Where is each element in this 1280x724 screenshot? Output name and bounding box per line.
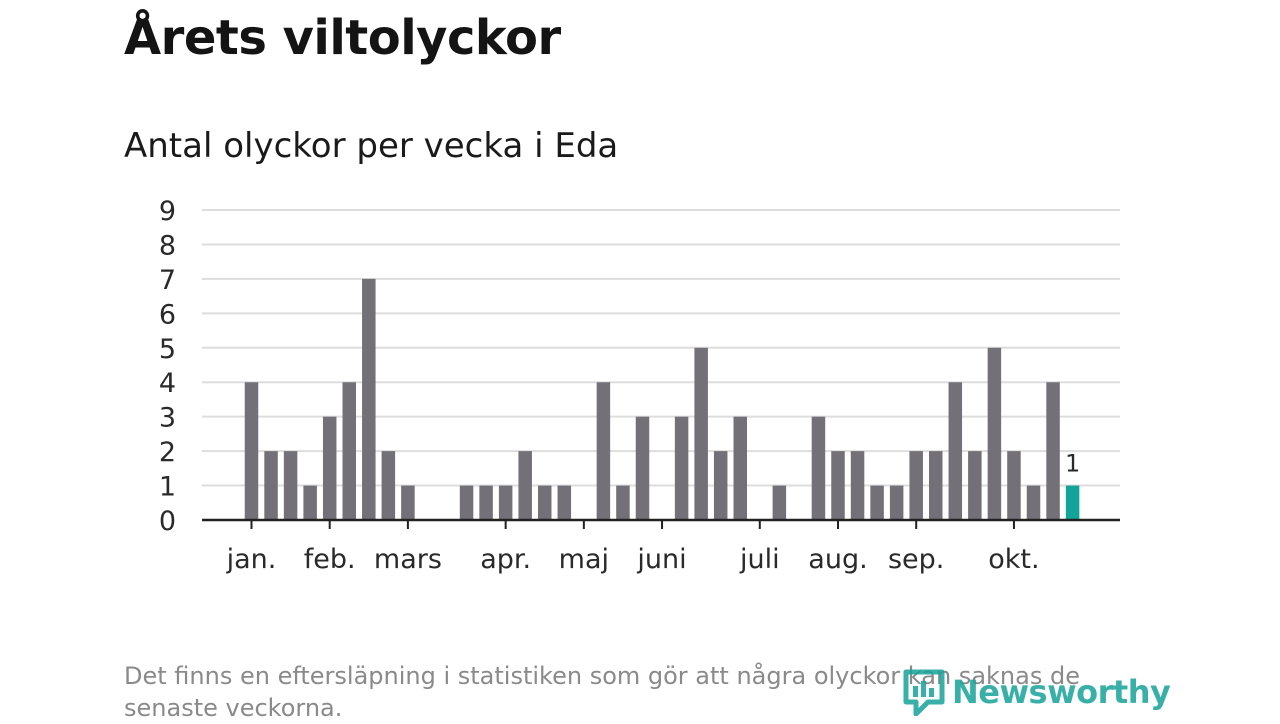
- chart-title: Årets viltolyckor: [124, 10, 561, 66]
- bar: [342, 382, 356, 520]
- bar: [1046, 382, 1060, 520]
- y-tick-label: 7: [159, 265, 176, 296]
- x-tick-label: mars: [374, 544, 442, 575]
- x-tick-label: feb.: [304, 544, 356, 575]
- x-tick-label: juli: [739, 544, 780, 575]
- y-tick-label: 3: [159, 403, 176, 434]
- x-tick-label: okt.: [988, 544, 1039, 575]
- bar: [850, 451, 865, 520]
- y-tick-label: 5: [159, 334, 176, 365]
- bar: [968, 451, 982, 520]
- newsworthy-brand[interactable]: Newsworthy: [902, 664, 1171, 720]
- brand-name: Newsworthy: [952, 673, 1171, 711]
- bar: [381, 451, 396, 520]
- y-tick-label: 4: [159, 368, 176, 399]
- y-tick-label: 6: [159, 299, 176, 330]
- bar: [694, 347, 708, 520]
- bar: [674, 416, 689, 520]
- bar: [264, 451, 278, 520]
- bar: [811, 416, 826, 520]
- x-tick-label: maj: [559, 544, 609, 575]
- bar: [831, 451, 845, 520]
- bar: [283, 451, 298, 520]
- y-tick-label: 1: [159, 472, 176, 503]
- y-tick-label: 9: [159, 196, 176, 227]
- bar: [401, 485, 415, 520]
- bar: [557, 485, 572, 520]
- newsworthy-logo-icon: [903, 669, 945, 716]
- footnote: Det finns en eftersläpning i statistiken…: [124, 662, 1080, 722]
- bar: [1007, 451, 1021, 520]
- bar: [538, 485, 552, 520]
- bar-highlight: [1065, 485, 1080, 520]
- bar: [635, 416, 650, 520]
- bar: [1026, 485, 1041, 520]
- bar: [362, 278, 376, 520]
- x-tick-label: apr.: [480, 544, 531, 575]
- bar: [479, 485, 493, 520]
- y-tick-label: 0: [159, 506, 176, 537]
- bar: [733, 416, 747, 520]
- bar: [498, 485, 513, 520]
- y-tick-label: 2: [159, 437, 176, 468]
- x-tick-label: sep.: [888, 544, 944, 575]
- bar: [870, 485, 884, 520]
- y-tick-label: 8: [159, 230, 176, 261]
- bar-data-label: 1: [1065, 450, 1080, 478]
- bar: [244, 382, 259, 520]
- chart-subtitle: Antal olyckor per vecka i Eda: [124, 126, 619, 166]
- bar: [518, 451, 532, 520]
- bar: [303, 485, 317, 520]
- bar: [772, 485, 787, 520]
- bar: [616, 485, 630, 520]
- bar: [459, 485, 474, 520]
- bar: [596, 382, 611, 520]
- bar: [948, 382, 963, 520]
- bar: [889, 485, 904, 520]
- x-tick-label: jan.: [226, 544, 277, 575]
- bar: [909, 451, 923, 520]
- bar: [713, 451, 728, 520]
- x-tick-label: juni: [636, 544, 686, 575]
- bar: [987, 347, 1002, 520]
- x-tick-label: aug.: [808, 544, 867, 575]
- bar: [322, 416, 337, 520]
- bar: [929, 451, 943, 520]
